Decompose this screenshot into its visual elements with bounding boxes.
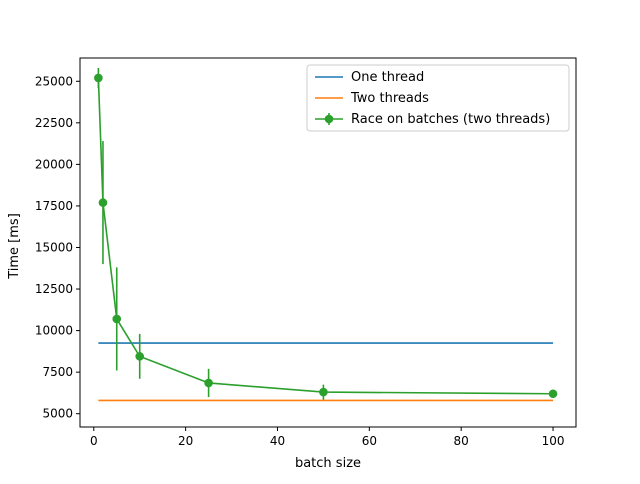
- x-tick-label: 20: [178, 434, 193, 448]
- y-axis-label: Time [ms]: [7, 213, 22, 280]
- plot-frame: [79, 57, 577, 428]
- data-point: [135, 352, 145, 361]
- y-tick-label: 10000: [35, 324, 73, 338]
- data-point: [98, 198, 108, 207]
- data-point: [548, 389, 558, 399]
- x-tick-label: 0: [90, 434, 98, 448]
- x-axis-label: batch size: [295, 456, 361, 471]
- y-tick-label: 7500: [42, 365, 73, 379]
- x-tick-label: 40: [270, 434, 285, 448]
- y-tick-label: 17500: [35, 199, 73, 213]
- y-tick-label: 12500: [35, 282, 73, 296]
- legend-label-0: One thread: [351, 70, 424, 85]
- data-point: [94, 73, 103, 83]
- data-point: [319, 387, 328, 397]
- y-tick-label: 25000: [35, 74, 73, 88]
- y-tick-label: 5000: [42, 407, 73, 421]
- legend-label-1: Two threads: [350, 91, 429, 106]
- axes: 0 20 40 60 80 100 5000 7500 10000 12500 15000 17500…: [35, 57, 577, 448]
- y-tick-label: 15000: [35, 240, 73, 254]
- legend-box: [306, 64, 570, 132]
- legend-label-2: Race on batches (two threads): [351, 112, 550, 127]
- legend: One thread Two threads Race on batches (tw…: [306, 64, 570, 132]
- data-point: [204, 378, 213, 388]
- y-tick-label: 20000: [35, 157, 73, 171]
- x-tick-label: 60: [362, 434, 377, 448]
- legend-marker-swatch: [324, 114, 334, 124]
- x-tick-label: 80: [454, 434, 469, 448]
- data-point: [112, 314, 122, 324]
- x-tick-label: 100: [542, 434, 565, 448]
- plot-marks: [94, 67, 558, 402]
- y-tick-label: 22500: [35, 116, 73, 130]
